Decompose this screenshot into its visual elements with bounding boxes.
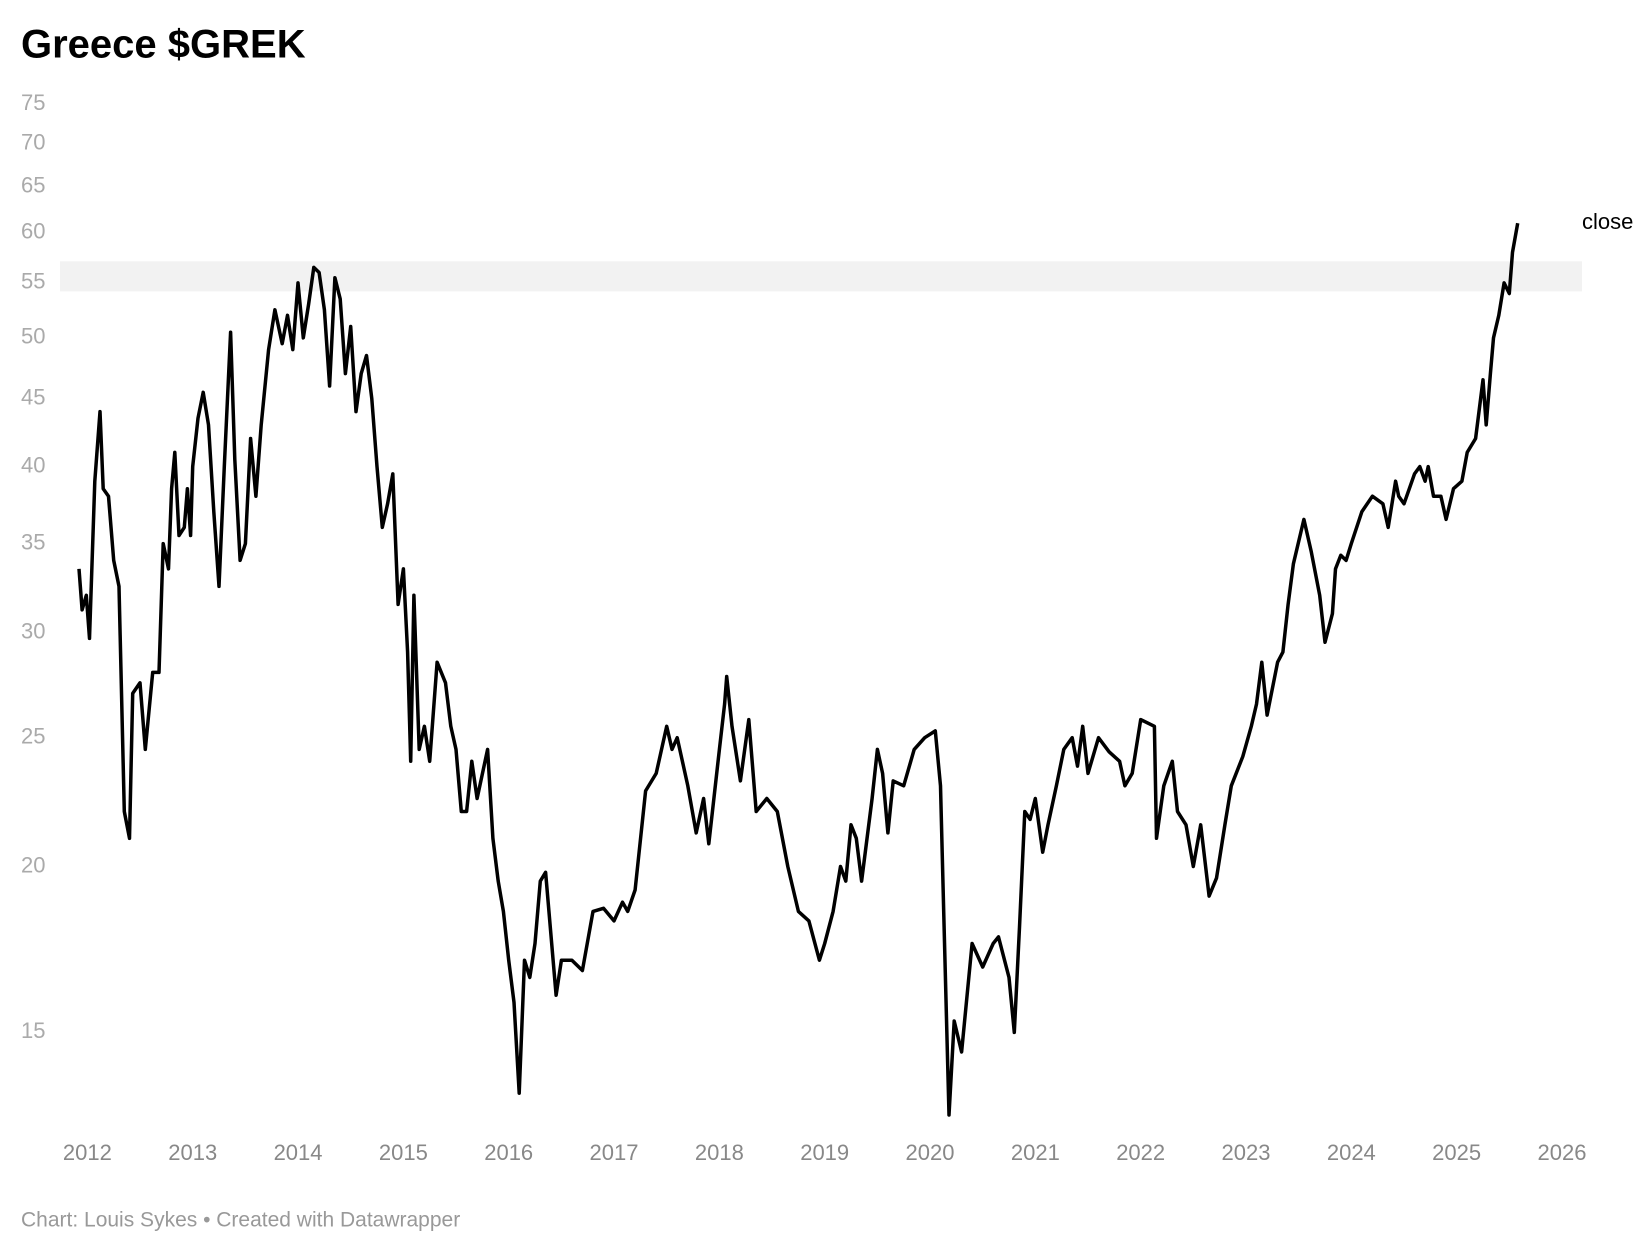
y-tick-label: 25	[21, 724, 45, 749]
x-tick-label: 2019	[800, 1140, 849, 1165]
x-tick-label: 2016	[484, 1140, 533, 1165]
chart-title: Greece $GREK	[21, 23, 306, 67]
x-tick-label: 2022	[1116, 1140, 1165, 1165]
y-tick-label: 65	[21, 172, 45, 197]
y-tick-label: 15	[21, 1018, 45, 1043]
y-tick-label: 20	[21, 852, 45, 877]
y-tick-label: 45	[21, 384, 45, 409]
series-label: close	[1582, 209, 1633, 234]
x-tick-label: 2017	[590, 1140, 639, 1165]
y-tick-label: 75	[21, 90, 45, 115]
y-tick-label: 30	[21, 618, 45, 643]
x-tick-label: 2015	[379, 1140, 428, 1165]
y-tick-label: 55	[21, 269, 45, 294]
y-tick-label: 50	[21, 324, 45, 349]
x-tick-label: 2024	[1327, 1140, 1376, 1165]
footer: Chart: Louis Sykes • Created with Datawr…	[21, 1209, 460, 1232]
x-tick-label: 2025	[1432, 1140, 1481, 1165]
y-tick-label: 35	[21, 529, 45, 554]
x-tick-label: 2014	[274, 1140, 323, 1165]
y-tick-label: 40	[21, 452, 45, 477]
x-tick-label: 2013	[168, 1140, 217, 1165]
y-tick-label: 70	[21, 130, 45, 155]
x-tick-label: 2012	[63, 1140, 112, 1165]
x-tick-label: 2023	[1222, 1140, 1271, 1165]
highlight-band	[60, 261, 1582, 292]
price-line	[77, 222, 1520, 1117]
x-tick-label: 2026	[1538, 1140, 1587, 1165]
x-tick-label: 2021	[1011, 1140, 1060, 1165]
x-tick-label: 2020	[906, 1140, 955, 1165]
x-tick-label: 2018	[695, 1140, 744, 1165]
y-tick-label: 60	[21, 219, 45, 244]
